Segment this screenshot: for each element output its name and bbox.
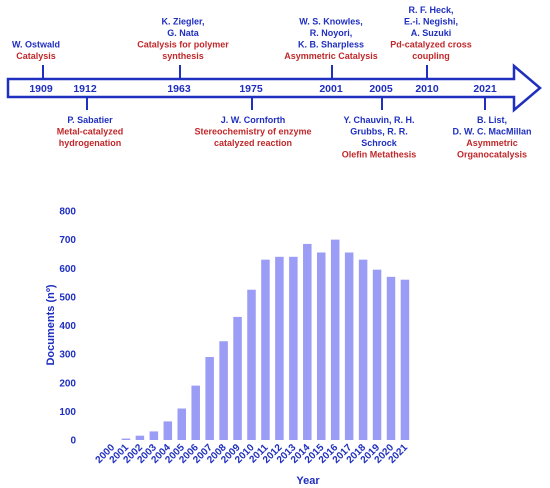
timeline-year: 1975	[239, 83, 263, 95]
laureate-name: E.-i. Negishi,	[404, 17, 458, 27]
x-axis-ticks: 2000200120022003200420052006200720082009…	[94, 442, 411, 466]
laureate-name: D. W. C. MacMillan	[452, 127, 531, 137]
award-topic: hydrogenation	[59, 138, 122, 148]
award-topic: Asymmetric	[466, 138, 518, 148]
bar-2013	[289, 256, 298, 440]
bar-2002	[135, 435, 145, 440]
bar-2010	[247, 289, 256, 440]
bars	[121, 239, 410, 440]
award-topic: Pd-catalyzed cross	[390, 40, 472, 50]
timeline-year: 1912	[73, 83, 97, 95]
bar-2005	[177, 408, 186, 440]
award-topic: synthesis	[162, 51, 204, 61]
bar-2017	[344, 252, 354, 440]
laureate-name: P. Sabatier	[67, 115, 113, 125]
award-topic: coupling	[412, 51, 450, 61]
timeline-event-1975: 1975 J. W. Cornforth Stereochemistry of en…	[194, 83, 311, 148]
bar-2009	[233, 316, 242, 440]
timeline-year: 1963	[167, 83, 191, 95]
laureate-name: Y. Chauvin, R. H.	[343, 115, 414, 125]
bar-2021	[400, 279, 410, 440]
laureate-name: B. List,	[477, 115, 507, 125]
award-topic: Catalysis	[16, 51, 56, 61]
bar-2004	[163, 421, 173, 440]
timeline-year: 2001	[319, 83, 343, 95]
timeline-year: 2005	[369, 83, 393, 95]
timeline-year: 2021	[473, 83, 497, 95]
y-tick-label: 200	[59, 378, 76, 389]
y-tick-label: 600	[59, 264, 76, 275]
award-topic: Asymmetric Catalysis	[284, 51, 378, 61]
bar-2011	[261, 259, 270, 440]
y-axis-ticks: 0 100 200 300 400 500 600 700 800	[59, 207, 76, 447]
bar-2001	[121, 438, 131, 440]
laureate-name: A. Suzuki	[411, 28, 452, 38]
y-tick-label: 300	[59, 350, 76, 361]
y-tick-label: 500	[59, 292, 76, 303]
y-axis-title: Documents (nº)	[45, 284, 57, 365]
bar-2019	[372, 269, 382, 440]
timeline-event-2001: 2001 W. S. Knowles,R. Noyori, K. B. Sharpl…	[284, 17, 378, 96]
timeline-event-1912: 1912 P. Sabatier Metal-catalyzedhydrogenat…	[57, 83, 124, 148]
bar-2018	[358, 259, 368, 440]
timeline-event-1963: 1963 K. Ziegler,G. Nata Catalysis for poly…	[137, 17, 229, 96]
laureate-name: J. W. Cornforth	[221, 115, 286, 125]
laureate-name: G. Nata	[167, 28, 200, 38]
bar-2016	[330, 239, 340, 440]
timeline-year: 2010	[415, 83, 439, 95]
award-topic: catalyzed reaction	[214, 138, 292, 148]
bar-2014	[303, 243, 312, 440]
laureate-name: R. F. Heck,	[408, 5, 453, 15]
y-tick-label: 400	[59, 321, 76, 332]
bar-2020	[386, 276, 396, 440]
laureate-name: Grubbs, R. R.	[350, 127, 408, 137]
bar-2007	[205, 356, 214, 440]
bar-2015	[317, 252, 326, 440]
laureate-name: Schrock	[361, 138, 398, 148]
laureate-name: W. Ostwald	[12, 40, 60, 50]
bar-chart: Documents (nº) 0 100 200 300 400 500 600 700 800…	[45, 207, 410, 488]
award-topic: Stereochemistry of enzyme	[194, 127, 311, 137]
x-axis-title: Year	[296, 475, 320, 487]
timeline-year: 1909	[29, 83, 53, 95]
y-tick-label: 700	[59, 235, 76, 246]
laureate-name: K. B. Sharpless	[298, 40, 364, 50]
bar-2003	[149, 431, 159, 440]
y-tick-label: 100	[59, 407, 76, 418]
y-tick-label: 800	[59, 207, 76, 218]
y-tick-label: 0	[70, 436, 76, 447]
timeline-event-2021: 2021 B. List, D. W. C. MacMillanAsymmetric…	[452, 83, 531, 160]
timeline-event-2010: 2010 R. F. Heck, E.-i. Negishi,A. Suzuki Pd…	[390, 5, 472, 95]
award-topic: Organocatalysis	[457, 150, 527, 160]
laureate-name: K. Ziegler,	[161, 17, 204, 27]
award-topic: Catalysis for polymer	[137, 40, 229, 50]
bar-2008	[219, 341, 228, 440]
laureate-name: R. Noyori,	[310, 28, 353, 38]
bar-2012	[275, 256, 284, 440]
bar-2006	[191, 385, 200, 440]
award-topic: Olefin Metathesis	[342, 150, 417, 160]
timeline-event-2005: 2005 Y. Chauvin, R. H. Grubbs, R. R.Schroc…	[342, 83, 417, 160]
award-topic: Metal-catalyzed	[57, 127, 124, 137]
laureate-name: W. S. Knowles,	[299, 17, 363, 27]
timeline-arrow	[6, 63, 542, 113]
